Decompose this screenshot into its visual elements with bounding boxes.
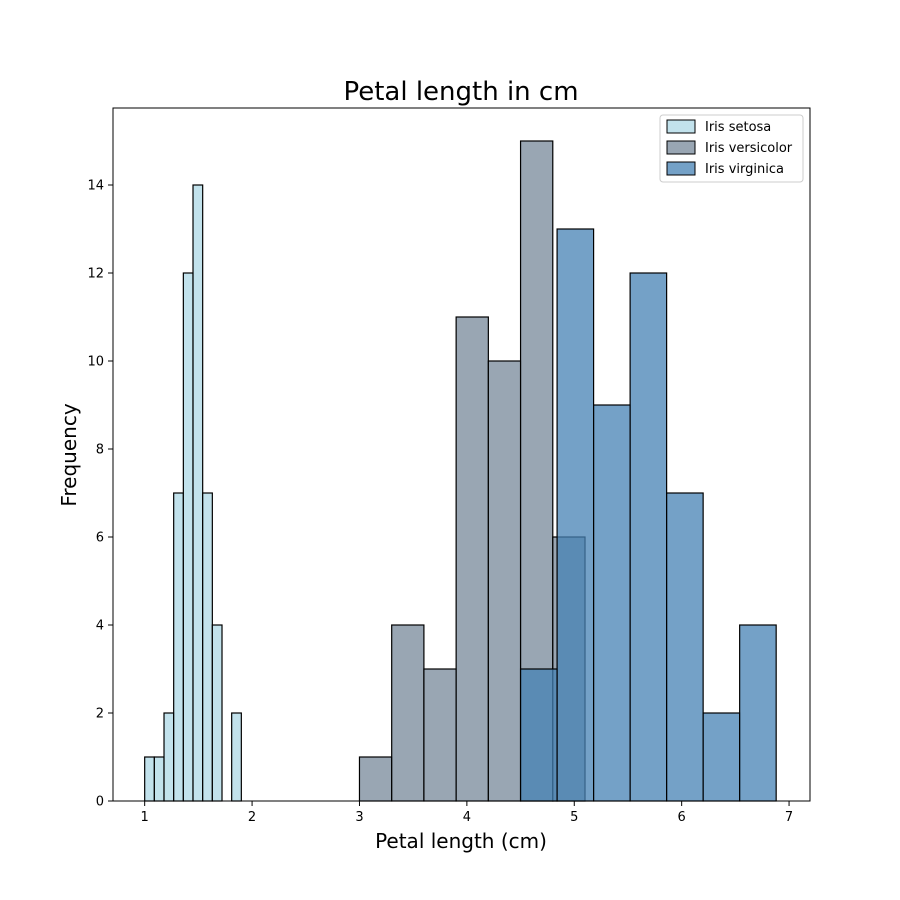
y-axis-ticks: 0 2 4 6 8 10 12 14 bbox=[87, 179, 113, 810]
bar-iris-setosa-3 bbox=[173, 492, 184, 802]
y-tick-label: 2 bbox=[96, 707, 104, 722]
y-tick-label: 0 bbox=[96, 795, 104, 810]
x-axis-label: Petal length (cm) bbox=[375, 829, 547, 853]
bar-iris-setosa-0 bbox=[144, 756, 155, 802]
bar-iris-virginica-3 bbox=[629, 272, 668, 802]
legend-label-iris-versicolor: Iris versicolor bbox=[705, 141, 793, 156]
legend: Iris setosa Iris versicolor Iris virgini… bbox=[659, 114, 804, 183]
legend-swatch-iris-virginica bbox=[666, 161, 696, 176]
y-tick-label: 10 bbox=[87, 355, 104, 370]
bar-iris-versicolor-1 bbox=[391, 624, 425, 802]
bar-iris-setosa-1 bbox=[153, 756, 165, 802]
bar-iris-setosa-5 bbox=[192, 184, 204, 802]
bar-iris-setosa-7 bbox=[211, 624, 223, 802]
legend-swatch-iris-versicolor bbox=[666, 140, 696, 155]
bar-iris-virginica-6 bbox=[739, 624, 777, 802]
bar-iris-versicolor-4 bbox=[487, 360, 522, 802]
bar-iris-versicolor-0 bbox=[358, 756, 393, 802]
x-tick-label: 1 bbox=[141, 810, 149, 825]
x-tick-label: 4 bbox=[463, 810, 471, 825]
x-tick-label: 3 bbox=[355, 810, 363, 825]
bar-iris-setosa-9 bbox=[231, 712, 242, 802]
bar-iris-virginica-4 bbox=[666, 492, 704, 802]
bar-iris-virginica-5 bbox=[702, 712, 741, 802]
chart-title: Petal length in cm bbox=[343, 77, 578, 107]
x-tick-label: 2 bbox=[248, 810, 256, 825]
y-tick-label: 12 bbox=[87, 267, 104, 282]
plot-frame bbox=[112, 107, 811, 802]
y-tick-label: 8 bbox=[96, 443, 104, 458]
bar-iris-versicolor-3 bbox=[455, 316, 489, 802]
bar-iris-setosa-6 bbox=[202, 492, 213, 802]
x-tick-label: 5 bbox=[570, 810, 578, 825]
series-iris-virginica bbox=[519, 228, 777, 802]
x-axis-ticks: 1 2 3 4 5 6 7 bbox=[141, 801, 793, 825]
bar-iris-setosa-2 bbox=[163, 712, 175, 802]
bar-iris-setosa-4 bbox=[182, 272, 194, 802]
bar-iris-virginica-2 bbox=[592, 404, 631, 802]
bar-iris-virginica-0 bbox=[519, 668, 558, 802]
legend-swatch-iris-setosa bbox=[666, 119, 696, 134]
y-axis-label: Frequency bbox=[57, 403, 81, 506]
legend-box bbox=[659, 114, 804, 183]
legend-label-iris-setosa: Iris setosa bbox=[705, 120, 771, 135]
y-tick-label: 6 bbox=[96, 531, 104, 546]
x-tick-label: 6 bbox=[678, 810, 686, 825]
bar-iris-versicolor-2 bbox=[423, 668, 457, 802]
bars-group bbox=[144, 140, 777, 802]
y-tick-label: 4 bbox=[96, 619, 104, 634]
y-tick-label: 14 bbox=[87, 179, 104, 194]
x-tick-label: 7 bbox=[785, 810, 793, 825]
legend-label-iris-virginica: Iris virginica bbox=[705, 162, 784, 177]
bar-iris-virginica-1 bbox=[556, 228, 595, 802]
